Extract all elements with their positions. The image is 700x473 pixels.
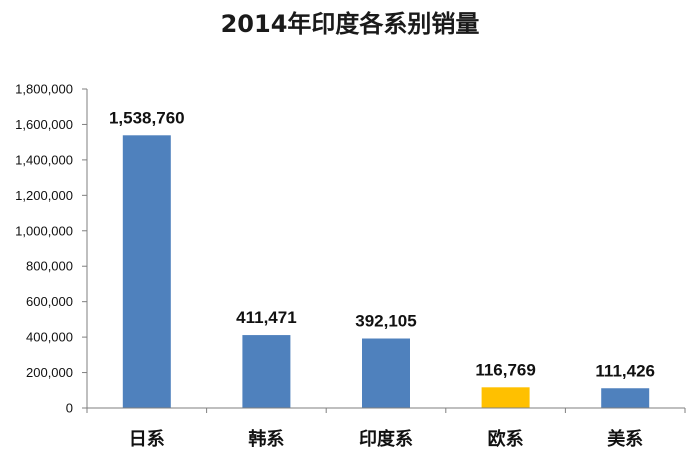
data-label: 392,105: [355, 312, 416, 331]
data-labels: 1,538,760 411,471 392,105 116,769 111,426: [109, 108, 655, 380]
data-label: 116,769: [475, 360, 536, 379]
y-tick-label: 1,200,000: [15, 188, 73, 203]
data-label: 1,538,760: [109, 108, 185, 127]
x-tick-label: 印度系: [359, 428, 413, 450]
y-tick-label: 800,000: [26, 259, 73, 274]
bar: [242, 335, 291, 408]
data-label: 411,471: [236, 308, 297, 327]
y-tick-label: 600,000: [26, 294, 73, 309]
bar: [601, 388, 650, 408]
y-tick-label: 0: [66, 401, 73, 416]
bar: [481, 387, 530, 408]
y-tick-label: 200,000: [26, 365, 73, 380]
y-tick-label: 1,400,000: [15, 152, 73, 167]
x-tick-label: 美系: [607, 428, 643, 450]
y-tick-label: 1,000,000: [15, 223, 73, 238]
y-tick-label: 1,800,000: [15, 82, 73, 97]
y-axis: 0 200,000 400,000 600,000 800,000 1,000,000 1,…: [15, 82, 88, 416]
y-tick-label: 1,600,000: [15, 117, 73, 132]
bar: [362, 338, 410, 408]
x-tick-label: 欧系: [488, 428, 524, 450]
data-label: 111,426: [595, 361, 655, 380]
x-tick-label: 韩系: [248, 428, 284, 450]
y-tick-label: 400,000: [26, 330, 73, 345]
chart-title: 2014年印度各系别销量: [221, 10, 480, 38]
bar: [122, 135, 171, 408]
bars: [122, 135, 650, 408]
x-tick-label: 日系: [129, 429, 165, 450]
x-axis: 日系 韩系 印度系 欧系 美系: [86, 407, 686, 450]
